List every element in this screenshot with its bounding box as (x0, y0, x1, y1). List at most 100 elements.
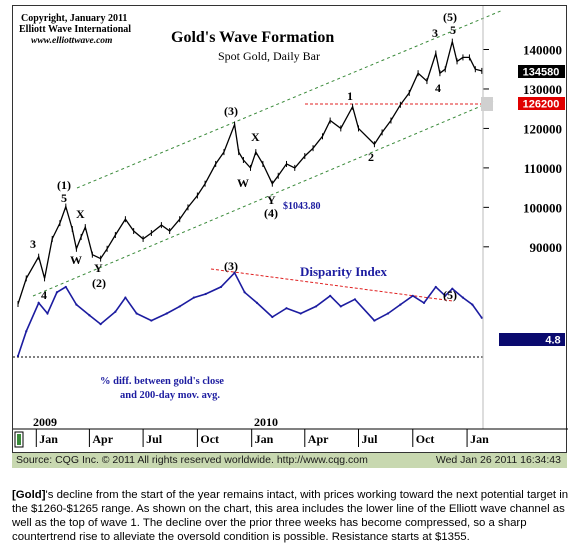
disparity-trend-line (210, 268, 454, 302)
disparity-data-point (480, 316, 483, 319)
lower-channel-line (32, 100, 494, 297)
copyright-text: Copyright, January 2011 (21, 13, 127, 24)
disparity-data-point (192, 296, 195, 299)
disparity-data-point (64, 285, 67, 289)
wave-label-3-paren: (3) (224, 104, 238, 118)
wave-label-5-paren: (5) (443, 10, 457, 24)
caption-body: 's decline from the start of the year re… (12, 489, 569, 543)
disparity-data-point (271, 315, 274, 319)
x-tick-label: Jan (39, 432, 58, 446)
y-tick-label: 140000 (523, 43, 562, 58)
wave-label-w-1: W (70, 253, 82, 267)
wave-label-3-early: 3 (30, 237, 36, 251)
caption-paragraph: [Gold]'s decline from the start of the y… (12, 488, 572, 544)
year-label-2009: 2009 (33, 415, 57, 429)
disparity-data-point (299, 312, 302, 315)
disparity-data-point (353, 298, 357, 301)
disparity-label-3: (3) (224, 259, 238, 273)
target-price-value: 126200 (523, 99, 560, 111)
disparity-data-point (444, 294, 447, 297)
disparity-last-value: 4.8 (545, 335, 560, 347)
y-tick-label: 100000 (523, 200, 562, 215)
chart-canvas: 90000 100000 110000 120000 130000 140000 Jan Ap… (13, 6, 568, 448)
disparity-note-line-1: % diff. between gold's close (100, 376, 224, 387)
x-tick-label: Oct (200, 432, 219, 446)
x-tick-label: Apr (308, 432, 329, 446)
wave-label-4-early: 4 (41, 288, 47, 302)
chart-frame: 90000 100000 110000 120000 130000 140000 Jan Ap… (12, 5, 568, 453)
wave-label-1-paren: (1) (57, 178, 71, 192)
disparity-data-point (55, 291, 59, 294)
disparity-data-point (124, 296, 127, 299)
wave-label-5-late: 5 (450, 23, 456, 37)
x-tick-label: Oct (416, 432, 435, 446)
x-tick-label: Apr (92, 432, 113, 446)
disparity-data-point (399, 303, 402, 306)
publisher-text: Elliott Wave International (19, 24, 131, 35)
chart-title: Gold's Wave Formation (171, 29, 334, 46)
wave-label-1: 1 (347, 89, 353, 103)
low-price-label: $1043.80 (283, 201, 321, 212)
disparity-data-point (135, 312, 138, 315)
disparity-data-point (165, 312, 168, 315)
y-tick-label: 120000 (523, 121, 562, 136)
disparity-note: % diff. between gold's close and 200-day… (100, 376, 227, 401)
x-tick-label: Jan (470, 432, 489, 446)
disparity-title: Disparity Index (300, 264, 388, 279)
source-text: Source: CQG Inc. © 2011 All rights reser… (16, 454, 368, 466)
target-price-box: 126200 (481, 97, 565, 111)
wave-label-w-2: W (237, 176, 249, 190)
source-bar: Source: CQG Inc. © 2011 All rights reser… (12, 453, 567, 468)
disparity-note-line-2: and 200-day mov. avg. (120, 390, 220, 401)
disparity-data-point (88, 314, 91, 317)
y-tick-label: 90000 (530, 240, 563, 255)
x-tick-label: Jul (361, 432, 378, 446)
disparity-data-point (373, 319, 376, 322)
disparity-data-point (150, 319, 153, 322)
wave-label-4-paren: (4) (264, 206, 278, 220)
upper-channel-line (76, 9, 504, 189)
chart-subtitle: Spot Gold, Daily Bar (218, 49, 320, 63)
y-tick-label: 110000 (524, 161, 562, 176)
wave-label-4-late: 4 (435, 81, 441, 95)
y-tick-label: 130000 (523, 82, 562, 97)
caption-lead: [Gold] (12, 489, 46, 501)
disparity-data-point (204, 292, 207, 296)
disparity-data-point (434, 285, 437, 289)
disparity-data-point (75, 303, 78, 306)
wave-label-y-1: Y (94, 261, 103, 275)
disparity-data-point (114, 310, 117, 313)
year-label-2010: 2010 (254, 415, 278, 429)
disparity-data-point (451, 287, 454, 290)
disparity-data-point (411, 294, 414, 297)
disparity-data-point (25, 330, 28, 333)
disparity-data-point (285, 307, 288, 310)
x-tick-label: Jul (146, 432, 163, 446)
disparity-data-point (243, 291, 246, 294)
wave-label-3-late: 3 (432, 26, 438, 40)
wave-label-2-paren: (2) (92, 276, 106, 290)
disparity-data-point (422, 301, 426, 304)
last-price-value: 134580 (523, 67, 560, 79)
disparity-data-point (233, 271, 236, 274)
last-price-box: 134580 (518, 65, 565, 79)
price-series-line (17, 41, 482, 305)
disparity-data-point (219, 285, 223, 289)
disparity-data-point (178, 305, 181, 308)
disparity-data-point (46, 312, 49, 315)
wave-label-x-1: X (76, 207, 85, 221)
disparity-data-point (471, 303, 474, 306)
wave-label-5-early: 5 (61, 191, 67, 205)
disparity-data-point (329, 294, 332, 297)
disparity-series-line (17, 271, 483, 357)
scroll-handle-marker (17, 434, 21, 445)
wave-label-y-2: Y (267, 193, 276, 207)
disparity-label-5: (5) (443, 288, 457, 302)
publisher-url: www.elliottwave.com (31, 36, 112, 46)
disparity-data-point (339, 305, 342, 308)
disparity-data-point (255, 301, 259, 304)
disparity-data-point (314, 305, 318, 308)
disparity-data-point (99, 323, 102, 326)
disparity-value-box: 4.8 (499, 333, 565, 347)
disparity-data-point (386, 312, 390, 315)
